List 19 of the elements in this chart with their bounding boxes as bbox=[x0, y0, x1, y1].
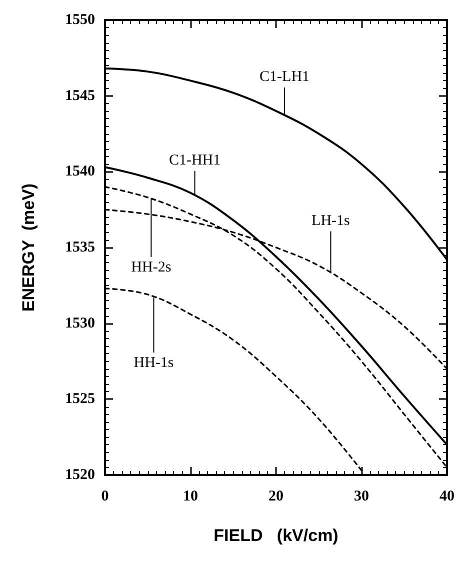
y-tick-label: 1520 bbox=[65, 467, 95, 483]
y-tick-label: 1540 bbox=[65, 164, 95, 180]
y-tick-label: 1530 bbox=[65, 315, 95, 332]
y-tick-label: 1525 bbox=[65, 391, 95, 408]
annotation: C1-HH1 bbox=[168, 152, 221, 168]
x-axis-title: FIELD (kV/cm) bbox=[214, 526, 338, 545]
y-tick-label: 1545 bbox=[65, 88, 95, 104]
x-tick-label: 30 bbox=[354, 488, 369, 504]
annotation: HH-2s bbox=[131, 259, 172, 276]
x-tick-label: 10 bbox=[183, 488, 198, 504]
annotation: HH-1s bbox=[134, 355, 174, 372]
y-tick-label: 1550 bbox=[65, 12, 95, 28]
x-tick-label: 0 bbox=[101, 488, 109, 504]
annotation: LH-1s bbox=[312, 212, 350, 229]
y-tick-label: 1535 bbox=[65, 240, 95, 256]
x-tick-label: 20 bbox=[268, 488, 284, 504]
annotation: C1-LH1 bbox=[260, 69, 310, 86]
x-tick-label: 40 bbox=[440, 488, 454, 504]
y-axis-title: ENERGY (meV) bbox=[19, 183, 38, 312]
